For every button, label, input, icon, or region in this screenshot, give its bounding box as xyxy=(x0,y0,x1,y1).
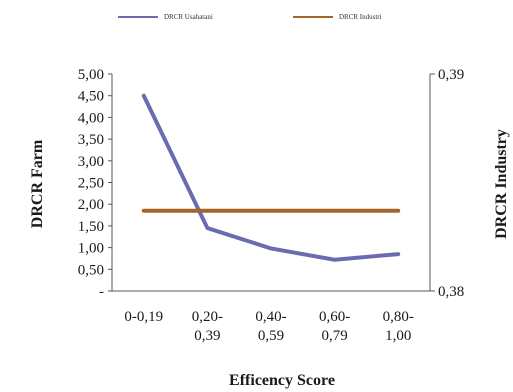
x-tick-label: 0,20- 0,39 xyxy=(192,309,223,344)
x-tick-label-line: 1,00 xyxy=(385,328,411,344)
y2-tick-label: 0,39 xyxy=(438,67,464,83)
y-tick-label: 1,00 xyxy=(78,241,104,257)
y-tick-label: 4,00 xyxy=(78,110,104,126)
y-tick-label: - xyxy=(99,284,104,300)
y2-axis-title: DRCR Industry xyxy=(493,129,510,239)
y-tick-label: 5,00 xyxy=(78,67,104,83)
x-tick-label-line: 0,60- xyxy=(319,309,350,325)
x-tick-label: 0,60- 0,79 xyxy=(319,309,350,344)
legend: DRCR Usahatani DRCR Industri xyxy=(118,13,382,21)
y-tick-label: 0,50 xyxy=(78,262,104,278)
y-tick-label: 2,00 xyxy=(78,197,104,213)
y-tick-label: 3,00 xyxy=(78,154,104,170)
x-tick-label: 0-0,19 xyxy=(124,309,163,325)
legend-label: DRCR Industri xyxy=(339,13,382,21)
y-tick-label: 1,50 xyxy=(78,219,104,235)
x-axis-title: Efficency Score xyxy=(229,372,335,389)
x-tick-label-line: 0,20- xyxy=(192,309,223,325)
y-tick-label: 3,50 xyxy=(78,132,104,148)
y-tick-label: 4,50 xyxy=(78,89,104,105)
legend-label: DRCR Usahatani xyxy=(164,13,213,21)
axes xyxy=(108,73,435,292)
x-tick-label-line: 0,79 xyxy=(321,328,347,344)
y-axis-title: DRCR Farm xyxy=(29,139,46,228)
x-tick-label-line: 0,40- xyxy=(255,309,286,325)
x-tick-label-line: 0,39 xyxy=(194,328,220,344)
x-tick-label-line: 0,80- xyxy=(383,309,414,325)
y-tick-label: 2,50 xyxy=(78,176,104,192)
y2-tick-label: 0,38 xyxy=(438,284,464,300)
series xyxy=(141,93,401,262)
x-tick-label: 0,40- 0,59 xyxy=(255,309,286,344)
x-tick-label-line: 0,59 xyxy=(258,328,284,344)
tick-labels: - 0,50 1,00 1,50 2,00 2,50 3,00 3,50 4,00 4,50 5,0… xyxy=(78,67,465,344)
x-tick-label: 0,80- 1,00 xyxy=(383,309,414,344)
x-tick-label-line: 0-0,19 xyxy=(124,309,163,325)
series-line-drcr-usahatani xyxy=(141,93,401,262)
